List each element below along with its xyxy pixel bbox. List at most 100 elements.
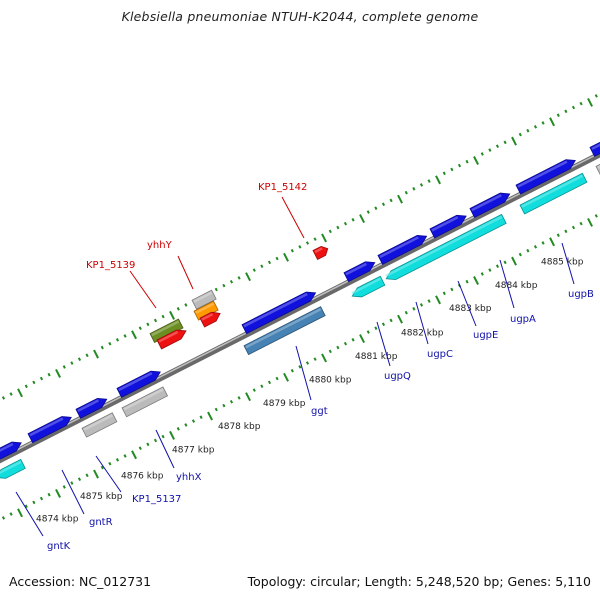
cds-arrow[interactable] xyxy=(0,458,26,479)
tick-mark xyxy=(283,252,289,262)
gene-label-yhhy[interactable]: yhhY xyxy=(147,240,173,251)
gene-label-kp1-5137[interactable]: KP1_5137 xyxy=(132,494,181,505)
feature-shine xyxy=(29,417,64,437)
gene-label-kp1-5139[interactable]: KP1_5139 xyxy=(86,260,135,271)
feature-block[interactable] xyxy=(149,318,184,344)
tick-mark xyxy=(1,396,6,400)
feature-shine xyxy=(83,414,113,431)
gene-leader-line xyxy=(295,345,312,401)
tick-mark xyxy=(571,225,576,230)
tick-mark xyxy=(17,508,23,518)
tick-mark xyxy=(450,287,454,292)
tick-mark xyxy=(533,245,538,249)
accession-label: Accession: NC_012731 xyxy=(9,574,152,589)
tick-mark xyxy=(85,473,89,478)
tick-mark xyxy=(283,372,289,382)
cds-arrow[interactable] xyxy=(515,159,576,195)
cds-block[interactable] xyxy=(519,172,588,215)
tick-mark xyxy=(229,279,234,284)
feature-shine xyxy=(118,372,153,392)
feature-shine xyxy=(517,160,568,188)
tick-mark xyxy=(153,318,158,323)
gene-label-ugpa[interactable]: ugpA xyxy=(510,314,536,325)
tick-mark xyxy=(404,190,408,195)
feature-block[interactable] xyxy=(193,300,219,321)
tick-mark xyxy=(260,384,264,389)
tick-mark xyxy=(374,326,378,330)
cds-arrow[interactable] xyxy=(469,192,511,218)
tick-mark xyxy=(556,113,560,118)
ruler-label: 4879 kbp xyxy=(263,399,306,409)
tick-mark xyxy=(336,345,340,350)
tick-mark xyxy=(1,516,6,520)
tick-mark xyxy=(93,349,99,359)
cds-arrow[interactable] xyxy=(116,370,161,398)
tick-mark xyxy=(161,434,165,439)
cds-arrow[interactable] xyxy=(589,141,600,157)
feature-track xyxy=(0,141,600,479)
tick-mark xyxy=(245,392,251,402)
tick-mark xyxy=(123,454,127,458)
tick-mark xyxy=(511,256,517,266)
feature-shine xyxy=(77,399,99,412)
feature-arrow[interactable] xyxy=(156,329,187,350)
tick-mark xyxy=(17,388,23,398)
tick-mark xyxy=(115,338,120,342)
gene-label-gntk[interactable]: gntK xyxy=(47,541,71,552)
tick-mark xyxy=(100,345,104,350)
tick-mark xyxy=(146,322,150,327)
tick-mark xyxy=(24,384,28,389)
feature-arrow[interactable] xyxy=(312,245,329,260)
tick-mark xyxy=(237,276,241,280)
tick-mark xyxy=(419,183,424,187)
tick-mark xyxy=(275,376,279,381)
feature-shine xyxy=(0,460,22,474)
cds-arrow[interactable] xyxy=(241,291,317,335)
tick-mark xyxy=(587,217,593,227)
tick-mark xyxy=(108,461,112,466)
cds-block[interactable] xyxy=(121,386,169,418)
tick-mark xyxy=(267,380,272,385)
tick-mark xyxy=(146,442,150,447)
gene-label-ggt[interactable]: ggt xyxy=(311,406,328,417)
gene-leader-line xyxy=(376,321,391,367)
tick-mark xyxy=(77,357,82,361)
feature-block[interactable] xyxy=(191,289,217,310)
cds-block[interactable] xyxy=(81,412,118,438)
gene-label-yhhx[interactable]: yhhX xyxy=(176,472,202,483)
tick-mark xyxy=(138,326,142,330)
tick-mark xyxy=(267,260,272,265)
gene-label-ugpc[interactable]: ugpC xyxy=(427,349,453,360)
ruler-label: 4883 kbp xyxy=(449,304,492,314)
gene-label-gntr[interactable]: gntR xyxy=(89,517,113,528)
tick-mark xyxy=(214,287,218,292)
cds-arrow[interactable] xyxy=(343,261,376,283)
ruler-label: 4880 kbp xyxy=(309,376,352,386)
gene-leader-line xyxy=(61,469,85,515)
tick-mark xyxy=(594,94,598,98)
tick-mark xyxy=(184,303,188,307)
cds-block[interactable] xyxy=(243,306,326,356)
gene-label-ugpe[interactable]: ugpE xyxy=(473,330,498,341)
cds-arrow[interactable] xyxy=(0,441,22,460)
gene-label-kp1-5142[interactable]: KP1_5142 xyxy=(258,182,307,193)
cds-arrow[interactable] xyxy=(377,235,428,265)
inner-tick-ring xyxy=(1,214,598,520)
tick-mark xyxy=(169,310,175,320)
tick-mark xyxy=(184,423,188,427)
feature-arrow[interactable] xyxy=(199,311,221,328)
tick-mark xyxy=(153,438,158,443)
feature-shine xyxy=(201,313,214,321)
feature-shine xyxy=(345,262,367,276)
tick-mark xyxy=(359,334,365,344)
cds-arrow[interactable] xyxy=(429,214,467,239)
tick-mark xyxy=(488,268,492,272)
gene-label-ugpb[interactable]: ugpB xyxy=(568,289,594,300)
tick-mark xyxy=(556,233,560,238)
gene-label-ugpq[interactable]: ugpQ xyxy=(384,371,411,382)
tick-mark xyxy=(191,419,196,423)
tick-mark xyxy=(260,264,264,269)
cds-arrow[interactable] xyxy=(75,397,108,419)
cds-arrow[interactable] xyxy=(27,416,72,444)
tick-mark xyxy=(564,109,568,114)
